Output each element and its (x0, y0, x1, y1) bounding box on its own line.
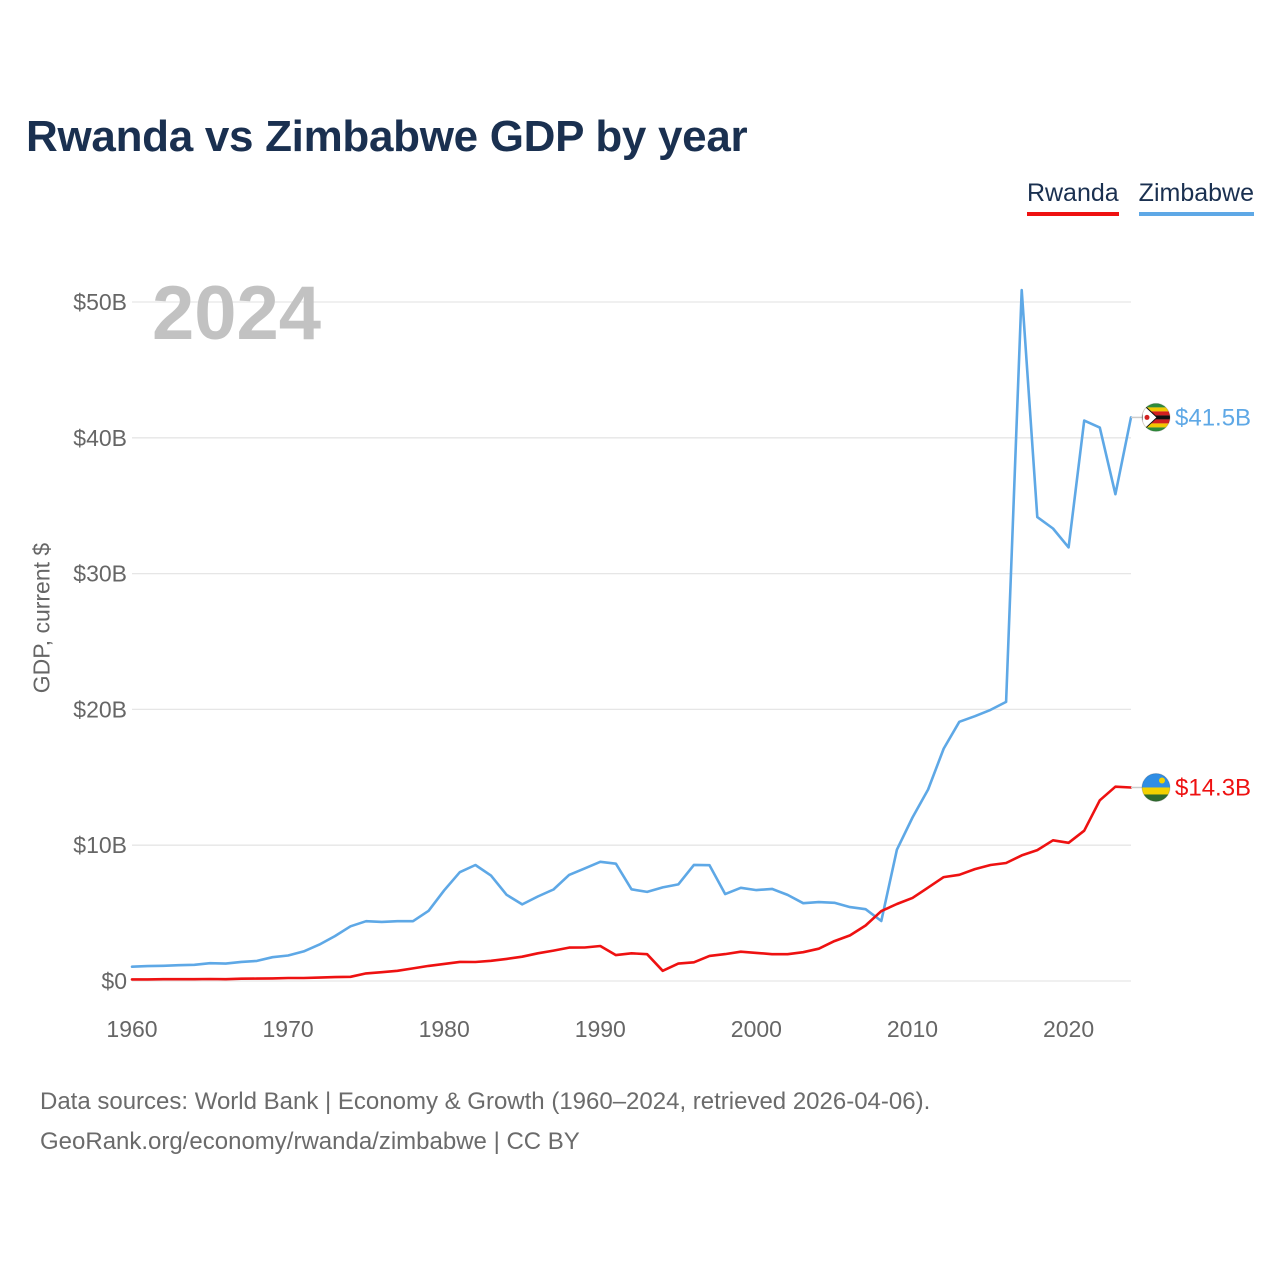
attribution-text: GeoRank.org/economy/rwanda/zimbabwe | CC… (40, 1128, 580, 1155)
x-tick-label: 1960 (106, 1016, 157, 1042)
x-tick-label: 1970 (263, 1016, 314, 1042)
rwanda-end-value-label: $14.3B (1175, 774, 1251, 801)
legend: Rwanda Zimbabwe (1026, 179, 1254, 216)
current-year-label: 2024 (152, 271, 322, 356)
x-tick-label: 2010 (887, 1016, 938, 1042)
legend-item-rwanda[interactable]: Rwanda (1026, 179, 1119, 216)
series-end-markers: $14.3B $41.5B (1131, 402, 1251, 802)
zimbabwe-flag-border (1141, 402, 1171, 432)
series-line-zimbabwe (130, 288, 1133, 969)
x-tick-label: 2020 (1043, 1016, 1094, 1042)
legend-item-zimbabwe[interactable]: Zimbabwe (1138, 179, 1254, 216)
y-tick-label: $20B (73, 696, 127, 722)
data-source-text: Data sources: World Bank | Economy & Gro… (40, 1088, 931, 1115)
y-tick-labels: $0 $10B $20B $30B $40B $50B (73, 289, 127, 994)
x-tick-label: 2000 (731, 1016, 782, 1042)
y-tick-label: $30B (73, 561, 127, 587)
x-tick-labels: 1960 1970 1980 1990 2000 2010 2020 (106, 1016, 1094, 1042)
footer: Data sources: World Bank | Economy & Gro… (40, 1082, 930, 1162)
rwanda-flag-icon (1142, 773, 1170, 802)
series-lines (130, 288, 1133, 981)
y-tick-label: $0 (101, 968, 127, 994)
y-tick-label: $10B (73, 832, 127, 858)
y-tick-label: $40B (73, 425, 127, 451)
chart-title: Rwanda vs Zimbabwe GDP by year (26, 112, 748, 161)
x-tick-label: 1980 (419, 1016, 470, 1042)
series-line-rwanda (130, 785, 1133, 981)
zimbabwe-end-value-label: $41.5B (1175, 404, 1251, 431)
grid-lines (132, 301, 1131, 982)
rwanda-flag-border (1141, 772, 1171, 802)
x-tick-label: 1990 (575, 1016, 626, 1042)
y-tick-label: $50B (73, 289, 127, 315)
zimbabwe-flag-icon (1142, 403, 1170, 432)
